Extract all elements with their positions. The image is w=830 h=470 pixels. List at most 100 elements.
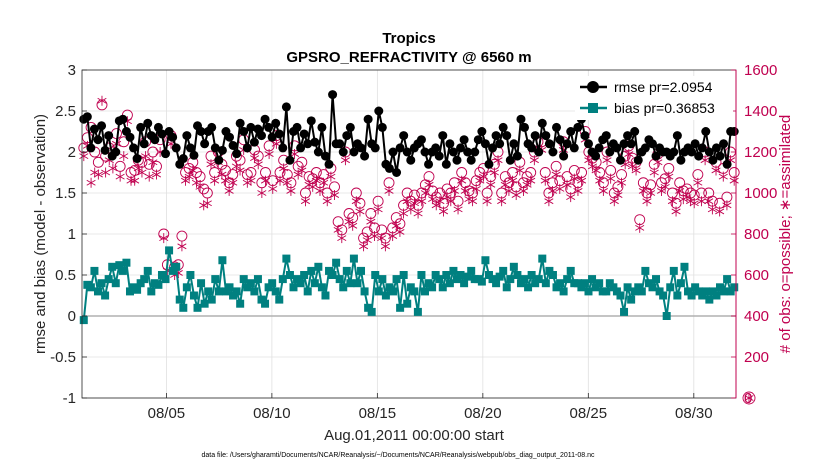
bias-point — [193, 303, 202, 312]
bias-point — [367, 307, 376, 316]
tick-layer: 08/05 08/10 08/15 08/20 08/25 08/30 -1 -0.5 0 0.5… — [50, 62, 777, 422]
rmse-point — [281, 102, 291, 112]
obs-assimilated-point — [453, 204, 463, 215]
asterisk-stroke — [504, 188, 514, 194]
obs-assimilated-point — [391, 220, 401, 231]
bias-point — [420, 287, 429, 296]
bias-point — [467, 266, 476, 275]
obs-assimilated-point — [97, 95, 107, 106]
asterisk-stroke — [569, 175, 579, 182]
bias-point — [705, 295, 714, 304]
asterisk-stroke — [315, 188, 325, 194]
obs-assimilated-point — [326, 171, 336, 182]
rmse-point — [530, 131, 540, 141]
bias-point — [317, 283, 326, 292]
obs-assimilated-point — [471, 183, 481, 194]
x-tick-label: 08/30 — [675, 405, 713, 422]
rmse-point — [477, 127, 487, 136]
rmse-point — [619, 139, 629, 149]
bias-point — [328, 271, 337, 279]
bias-point — [641, 266, 650, 275]
asterisk-stroke — [275, 177, 285, 184]
asterisk-stroke — [286, 188, 296, 194]
asterisk-stroke — [540, 177, 550, 184]
rmse-point — [384, 163, 394, 173]
obs-assimilated-point — [497, 196, 507, 207]
rmse-point — [491, 131, 501, 141]
rmse-point — [249, 137, 259, 147]
rmse-point — [150, 135, 160, 145]
asterisk-stroke — [228, 179, 238, 186]
bias-point — [694, 287, 703, 296]
asterisk-stroke — [369, 233, 380, 239]
asterisk-stroke — [104, 157, 114, 164]
bias-point — [591, 283, 600, 292]
asterisk-stroke — [402, 198, 412, 205]
obs-assimilated-point — [108, 163, 118, 174]
obs-assimilated-point — [598, 185, 608, 196]
obs-assimilated-point — [675, 185, 685, 196]
obs-assimilated-point — [275, 175, 285, 186]
bias-point — [165, 246, 174, 255]
bias-point — [691, 283, 700, 292]
asterisk-stroke — [130, 177, 140, 184]
bias-point — [563, 275, 572, 284]
asterisk-stroke — [398, 210, 409, 217]
bias-point — [595, 279, 604, 288]
obs-assimilated-point — [130, 175, 140, 186]
rmse-point — [349, 147, 359, 157]
rmse-point — [324, 159, 334, 169]
obs-assimilated-point — [715, 206, 725, 217]
obs-assimilated-point — [522, 179, 532, 190]
x-tick-label: 08/10 — [253, 405, 291, 422]
bias-point — [225, 283, 234, 292]
obs-assimilated-point — [460, 185, 470, 196]
asterisk-stroke — [184, 173, 194, 180]
asterisk-stroke — [478, 173, 489, 180]
rmse-point — [399, 131, 409, 141]
rmse-point — [299, 129, 309, 139]
obs-assimilated-point — [184, 171, 194, 182]
rmse-point — [562, 139, 572, 149]
obs-assimilated-point — [529, 155, 539, 166]
obs-possible-point — [147, 146, 159, 158]
asterisk-stroke — [475, 177, 485, 184]
rmse-point — [527, 143, 537, 153]
bias-point — [463, 272, 472, 281]
bias-point — [207, 295, 216, 304]
x-tick-label: 08/20 — [464, 405, 502, 422]
bias-point — [481, 256, 490, 265]
asterisk-stroke — [555, 186, 565, 192]
asterisk-stroke — [722, 202, 732, 209]
asterisk-stroke — [711, 167, 721, 174]
obs-assimilated-point — [220, 175, 231, 186]
rmse-point — [306, 116, 316, 126]
rmse-point — [388, 147, 398, 157]
y-right-tick-label: 1600 — [744, 62, 777, 79]
obs-assimilated-point — [518, 185, 529, 196]
obs-assimilated-point — [188, 165, 198, 176]
obs-assimilated-point — [711, 165, 721, 176]
asterisk-stroke — [231, 163, 241, 170]
asterisk-stroke — [417, 198, 427, 205]
rmse-point — [708, 155, 718, 165]
bias-point — [349, 254, 358, 263]
obs-assimilated-point — [540, 175, 550, 186]
y-left-tick-label: 0.5 — [55, 267, 76, 284]
rmse-point — [111, 147, 121, 157]
bias-point — [232, 287, 241, 296]
asterisk-stroke — [435, 198, 445, 205]
rmse-point — [448, 147, 458, 157]
y-left-tick-label: 0 — [68, 308, 76, 325]
bias-point — [410, 287, 419, 296]
bias-point — [687, 291, 696, 300]
y-right-tick-label: 600 — [744, 267, 769, 284]
asterisk-stroke — [126, 177, 136, 184]
bias-point — [275, 295, 284, 304]
bias-point — [353, 279, 362, 288]
asterisk-stroke — [696, 198, 707, 205]
bias-point — [438, 283, 447, 292]
bias-point — [460, 279, 469, 288]
rmse-point — [569, 143, 579, 153]
obs-assimilated-point — [446, 196, 456, 207]
